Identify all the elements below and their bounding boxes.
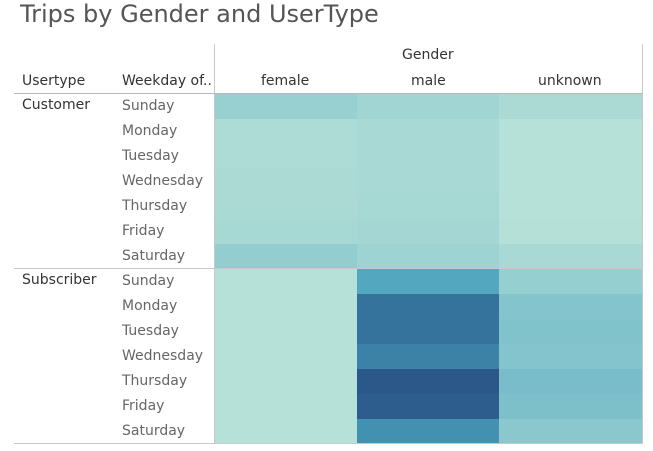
weekday-label-customer-monday: Monday: [122, 123, 178, 139]
usertype-label-customer: Customer: [22, 97, 91, 113]
weekday-header: Weekday of..: [122, 73, 212, 89]
heatmap-cell-customer-friday-female[interactable]: [215, 219, 357, 244]
heatmap-cell-subscriber-monday-female[interactable]: [215, 294, 357, 319]
heatmap-cell-customer-sunday-male[interactable]: [357, 94, 499, 119]
heatmap-cell-subscriber-thursday-female[interactable]: [215, 369, 357, 394]
weekday-label-customer-sunday: Sunday: [122, 98, 175, 114]
heatmap-cell-customer-monday-unknown[interactable]: [499, 119, 642, 144]
weekday-label-subscriber-tuesday: Tuesday: [122, 323, 179, 339]
weekday-label-subscriber-monday: Monday: [122, 298, 178, 314]
heatmap-cell-customer-monday-male[interactable]: [357, 119, 499, 144]
heatmap-cell-subscriber-tuesday-unknown[interactable]: [499, 319, 642, 344]
weekday-label-subscriber-friday: Friday: [122, 398, 165, 414]
heatmap-cell-customer-wednesday-unknown[interactable]: [499, 169, 642, 194]
heatmap-cell-customer-wednesday-female[interactable]: [215, 169, 357, 194]
heatmap-cell-customer-thursday-female[interactable]: [215, 194, 357, 219]
weekday-label-subscriber-sunday: Sunday: [122, 273, 175, 289]
weekday-label-customer-tuesday: Tuesday: [122, 148, 179, 164]
heatmap-cell-subscriber-tuesday-female[interactable]: [215, 319, 357, 344]
heatmap-cell-customer-saturday-unknown[interactable]: [499, 244, 642, 269]
heatmap-cell-subscriber-sunday-female[interactable]: [215, 269, 357, 294]
heatmap-cell-customer-wednesday-male[interactable]: [357, 169, 499, 194]
gender-header: Gender: [402, 47, 454, 63]
heatmap-cell-subscriber-saturday-unknown[interactable]: [499, 419, 642, 444]
heatmap-cell-subscriber-thursday-male[interactable]: [357, 369, 499, 394]
weekday-label-customer-thursday: Thursday: [122, 198, 188, 214]
heatmap-cell-subscriber-saturday-male[interactable]: [357, 419, 499, 444]
heatmap-cell-customer-sunday-female[interactable]: [215, 94, 357, 119]
heatmap-cell-subscriber-thursday-unknown[interactable]: [499, 369, 642, 394]
weekday-label-customer-saturday: Saturday: [122, 248, 186, 264]
weekday-label-subscriber-saturday: Saturday: [122, 423, 186, 439]
heatmap-cell-customer-tuesday-male[interactable]: [357, 144, 499, 169]
heatmap-cell-subscriber-friday-female[interactable]: [215, 394, 357, 419]
heatmap-cell-subscriber-tuesday-male[interactable]: [357, 319, 499, 344]
chart-title: Trips by Gender and UserType: [20, 0, 379, 28]
heatmap-cell-customer-sunday-unknown[interactable]: [499, 94, 642, 119]
heatmap-cell-subscriber-sunday-male[interactable]: [357, 269, 499, 294]
heatmap-cell-subscriber-friday-male[interactable]: [357, 394, 499, 419]
heatmap-cell-customer-tuesday-female[interactable]: [215, 144, 357, 169]
heatmap-cell-customer-friday-male[interactable]: [357, 219, 499, 244]
usertype-label-subscriber: Subscriber: [22, 272, 97, 288]
column-header-male: male: [411, 73, 446, 89]
heatmap-cell-subscriber-wednesday-female[interactable]: [215, 344, 357, 369]
usertype-header: Usertype: [22, 73, 86, 89]
weekday-label-subscriber-wednesday: Wednesday: [122, 348, 204, 364]
heatmap-cell-subscriber-sunday-unknown[interactable]: [499, 269, 642, 294]
heatmap-cell-customer-tuesday-unknown[interactable]: [499, 144, 642, 169]
heatmap-cell-customer-saturday-female[interactable]: [215, 244, 357, 269]
heatmap-cell-customer-thursday-unknown[interactable]: [499, 194, 642, 219]
weekday-label-customer-wednesday: Wednesday: [122, 173, 204, 189]
heatmap-cell-customer-monday-female[interactable]: [215, 119, 357, 144]
column-header-female: female: [261, 73, 310, 89]
heatmap-cell-subscriber-monday-male[interactable]: [357, 294, 499, 319]
heatmap-cell-customer-friday-unknown[interactable]: [499, 219, 642, 244]
heatmap-cell-subscriber-monday-unknown[interactable]: [499, 294, 642, 319]
heatmap-cell-customer-saturday-male[interactable]: [357, 244, 499, 269]
heatmap-cell-subscriber-wednesday-male[interactable]: [357, 344, 499, 369]
weekday-label-subscriber-thursday: Thursday: [122, 373, 188, 389]
weekday-label-customer-friday: Friday: [122, 223, 165, 239]
heatmap-cell-subscriber-friday-unknown[interactable]: [499, 394, 642, 419]
heatmap-cell-subscriber-saturday-female[interactable]: [215, 419, 357, 444]
heatmap-cell-subscriber-wednesday-unknown[interactable]: [499, 344, 642, 369]
heatmap-cell-customer-thursday-male[interactable]: [357, 194, 499, 219]
column-header-unknown: unknown: [538, 73, 602, 89]
